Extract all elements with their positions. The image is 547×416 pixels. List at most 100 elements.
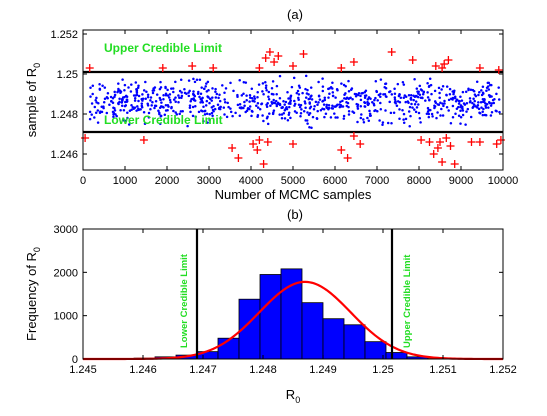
panel-a-y-axis-label-main: sample of R (24, 68, 39, 137)
inside-sample-point (102, 101, 106, 104)
outlier-sample-point (209, 64, 218, 72)
outlier-samples-series (81, 48, 505, 168)
inside-sample-point (106, 97, 109, 100)
inside-sample-point (484, 106, 488, 109)
inside-sample-point (368, 109, 371, 113)
inside-sample-point (306, 111, 309, 114)
inside-sample-point (459, 116, 463, 119)
inside-sample-point (103, 86, 107, 89)
inside-sample-point (428, 98, 431, 102)
inside-sample-point (164, 85, 167, 89)
inside-sample-point (299, 103, 303, 107)
inside-sample-point (393, 96, 397, 99)
outlier-sample-point (299, 50, 308, 58)
inside-sample-point (106, 91, 110, 95)
inside-sample-point (272, 109, 276, 112)
inside-sample-point (293, 99, 296, 103)
inside-sample-point (287, 113, 291, 117)
inside-sample-point (265, 105, 269, 108)
inside-sample-point (307, 93, 310, 96)
inside-sample-point (110, 100, 113, 103)
y-tick-label: 1.25 (57, 69, 78, 81)
inside-sample-point (280, 113, 284, 116)
inside-sample-point (293, 110, 297, 113)
inside-sample-point (135, 87, 138, 91)
inside-sample-point (398, 108, 401, 111)
inside-sample-point (145, 90, 148, 94)
inside-sample-point (306, 88, 309, 92)
inside-sample-point (415, 106, 419, 109)
panel-b-y-axis-label-main: Frequency of R (24, 252, 39, 341)
inside-sample-point (457, 105, 460, 109)
outlier-sample-point (249, 140, 258, 148)
inside-sample-point (159, 98, 162, 102)
x-tick-label: 1000 (113, 175, 137, 187)
inside-sample-point (135, 93, 139, 97)
inside-sample-point (366, 103, 370, 107)
inside-sample-point (477, 107, 481, 111)
inside-sample-point (257, 83, 261, 86)
inside-sample-point (373, 98, 376, 102)
inside-sample-point (486, 81, 490, 85)
inside-sample-point (389, 111, 393, 115)
outlier-sample-point (289, 62, 297, 70)
inside-sample-point (91, 84, 95, 87)
inside-sample-point (147, 116, 151, 119)
inside-sample-point (413, 77, 416, 81)
inside-sample-point (406, 100, 410, 103)
outlier-sample-point (255, 64, 264, 72)
outlier-sample-point (436, 138, 444, 146)
inside-sample-point (379, 101, 382, 105)
inside-sample-point (174, 111, 177, 114)
inside-sample-point (376, 110, 379, 113)
inside-sample-point (472, 105, 475, 108)
inside-sample-point (142, 111, 146, 114)
outlier-sample-point (270, 58, 279, 66)
inside-sample-point (334, 116, 337, 119)
inside-sample-point (308, 125, 311, 129)
inside-sample-point (465, 101, 469, 105)
inside-sample-point (497, 98, 501, 101)
histogram-bar (301, 302, 324, 360)
inside-sample-point (272, 93, 275, 96)
inside-sample-point (341, 99, 344, 103)
inside-sample-point (394, 100, 397, 103)
inside-sample-point (188, 104, 192, 107)
inside-sample-point (375, 89, 378, 93)
inside-sample-point (211, 96, 214, 99)
panel-b-axes-box (82, 228, 504, 360)
inside-sample-point (203, 87, 206, 91)
inside-sample-point (89, 95, 92, 98)
inside-sample-point (395, 104, 399, 107)
inside-sample-point (112, 113, 115, 116)
inside-sample-point (250, 96, 254, 100)
inside-sample-point (485, 103, 489, 106)
inside-sample-point (194, 105, 197, 108)
inside-sample-point (95, 96, 98, 100)
inside-sample-point (379, 95, 382, 99)
inside-sample-point (359, 116, 363, 120)
inside-sample-point (445, 105, 449, 109)
inside-sample-point (251, 110, 254, 113)
y-tick-label: 1.252 (50, 29, 78, 41)
inside-sample-point (476, 106, 479, 109)
inside-sample-point (238, 114, 242, 118)
inside-sample-point (354, 94, 358, 98)
inside-sample-point (150, 104, 153, 107)
inside-sample-point (117, 82, 120, 85)
inside-sample-point (467, 87, 470, 91)
inside-sample-point (451, 90, 454, 93)
inside-sample-point (135, 91, 139, 95)
inside-sample-point (266, 101, 269, 105)
inside-sample-point (268, 112, 271, 115)
inside-sample-point (336, 89, 339, 92)
inside-sample-point (172, 98, 176, 101)
inside-sample-point (153, 106, 156, 110)
inside-sample-point (90, 113, 93, 116)
inside-sample-point (100, 105, 103, 109)
x-tick-label: 8000 (407, 175, 431, 187)
outlier-sample-point (475, 138, 484, 146)
inside-sample-point (409, 114, 412, 118)
inside-sample-point (414, 94, 418, 98)
inside-sample-point (267, 97, 271, 101)
